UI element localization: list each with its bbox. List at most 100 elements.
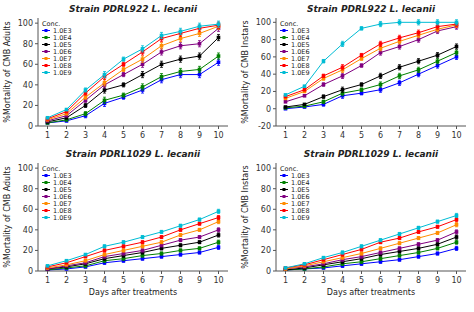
y-tick-label: 40 [23, 226, 33, 235]
x-tick [342, 271, 343, 274]
marker [417, 31, 421, 35]
y-tick [35, 209, 38, 210]
marker [198, 247, 202, 251]
x-tick-label: 7 [159, 131, 164, 140]
x-tick-label: 2 [64, 276, 69, 285]
error-bar [141, 236, 144, 239]
error-bar [217, 209, 220, 213]
y-tick [35, 188, 38, 189]
legend-swatch [42, 175, 50, 176]
marker [160, 44, 164, 48]
marker [455, 223, 459, 227]
legend-marker [283, 71, 286, 74]
legend-label: 1.0E9 [291, 69, 310, 77]
error-bar [160, 74, 163, 80]
error-bar [455, 50, 458, 55]
error-bar [417, 226, 420, 229]
marker [284, 93, 288, 97]
marker [436, 247, 440, 251]
error-bar [160, 252, 163, 255]
legend-marker [283, 174, 286, 177]
marker [179, 238, 183, 242]
marker [65, 108, 69, 112]
y-tick [35, 43, 38, 44]
error-bar [455, 240, 458, 244]
error-bar [379, 87, 382, 92]
x-tick-label: 6 [140, 276, 145, 285]
x-tick [47, 271, 48, 274]
error-bar [455, 235, 458, 239]
error-bar [160, 61, 163, 67]
marker [84, 253, 88, 257]
marker [303, 84, 307, 88]
panel: Strain PDRL922 L. lecanii-20020406080100… [241, 4, 466, 140]
error-bar [360, 248, 363, 251]
error-bar [379, 73, 382, 78]
marker [160, 75, 164, 79]
marker [179, 233, 183, 237]
marker [198, 42, 202, 46]
marker [141, 85, 145, 89]
marker [455, 21, 459, 25]
error-bar [398, 20, 401, 25]
marker [160, 62, 164, 66]
marker [198, 228, 202, 232]
legend-swatch [42, 51, 50, 52]
marker [398, 232, 402, 236]
legend-swatch [280, 58, 288, 59]
series-line [48, 218, 219, 267]
panel: Strain PDRL1029 L. lecanii02040608010012… [241, 149, 466, 297]
marker [141, 47, 145, 51]
x-tick [123, 271, 124, 274]
y-tick-label: 20 [23, 101, 33, 110]
error-bar [160, 32, 163, 38]
error-bar [322, 74, 325, 77]
marker [398, 45, 402, 49]
marker [46, 116, 50, 120]
y-tick-label: 20 [261, 246, 271, 255]
legend-swatch [280, 51, 288, 52]
marker [179, 243, 183, 247]
error-bar [217, 34, 220, 40]
error-bar [303, 95, 306, 97]
x-tick-label: 5 [121, 276, 126, 285]
y-tick-label: 0 [266, 105, 271, 114]
marker [379, 74, 383, 78]
error-bar [179, 239, 182, 242]
x-tick [218, 271, 219, 274]
y-tick-label: 80 [261, 36, 271, 45]
marker [103, 81, 107, 85]
legend-label: 1.0E9 [53, 69, 72, 77]
legend-swatch [280, 182, 288, 183]
error-bar [436, 252, 439, 255]
marker [417, 247, 421, 251]
marker [284, 105, 288, 109]
marker [122, 93, 126, 97]
marker [122, 73, 126, 77]
y-tick-label: 0 [266, 267, 271, 276]
x-tick-label: 5 [359, 276, 364, 285]
y-tick-label: 20 [23, 246, 33, 255]
y-tick-label: 60 [261, 53, 271, 62]
error-bar [303, 85, 306, 87]
marker [198, 73, 202, 77]
marker [303, 94, 307, 98]
legend-swatch [42, 196, 50, 197]
x-tick-label: 2 [302, 131, 307, 140]
x-tick [218, 126, 219, 129]
marker [417, 255, 421, 259]
error-bar [436, 247, 439, 250]
marker [179, 37, 183, 41]
error-bar [398, 65, 401, 70]
legend-swatch [42, 65, 50, 66]
legend-marker [45, 181, 48, 184]
legend-marker [45, 71, 48, 74]
error-bar [179, 28, 182, 34]
legend-marker [45, 195, 48, 198]
y-axis-line [276, 18, 277, 126]
marker [455, 235, 459, 239]
marker [198, 222, 202, 226]
marker [417, 38, 421, 42]
error-bar [379, 82, 382, 87]
error-bar [398, 232, 401, 235]
